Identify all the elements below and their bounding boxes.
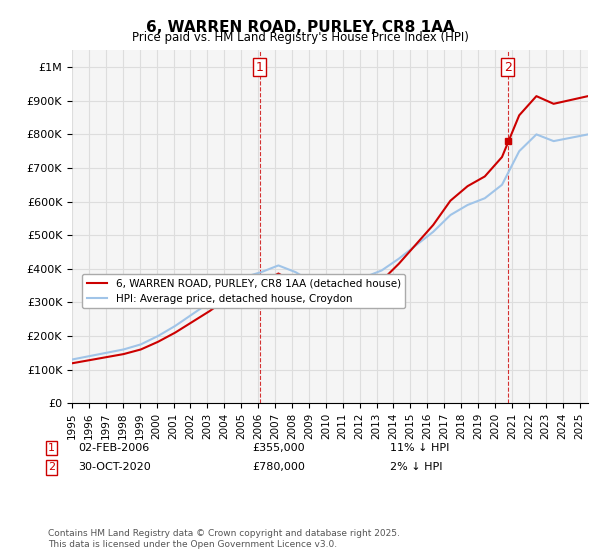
Text: 2: 2 bbox=[48, 463, 55, 473]
Text: Contains HM Land Registry data © Crown copyright and database right 2025.
This d: Contains HM Land Registry data © Crown c… bbox=[48, 529, 400, 549]
Legend: 6, WARREN ROAD, PURLEY, CR8 1AA (detached house), HPI: Average price, detached h: 6, WARREN ROAD, PURLEY, CR8 1AA (detache… bbox=[82, 274, 405, 308]
Text: 30-OCT-2020: 30-OCT-2020 bbox=[78, 463, 151, 473]
Text: £780,000: £780,000 bbox=[252, 463, 305, 473]
Text: 2% ↓ HPI: 2% ↓ HPI bbox=[390, 463, 443, 473]
Text: 11% ↓ HPI: 11% ↓ HPI bbox=[390, 443, 449, 453]
Text: 02-FEB-2006: 02-FEB-2006 bbox=[78, 443, 149, 453]
Text: 1: 1 bbox=[48, 443, 55, 453]
Text: 2: 2 bbox=[504, 61, 512, 74]
Text: Price paid vs. HM Land Registry's House Price Index (HPI): Price paid vs. HM Land Registry's House … bbox=[131, 31, 469, 44]
Text: 1: 1 bbox=[256, 61, 263, 74]
Text: 6, WARREN ROAD, PURLEY, CR8 1AA: 6, WARREN ROAD, PURLEY, CR8 1AA bbox=[146, 20, 454, 35]
Text: £355,000: £355,000 bbox=[252, 443, 305, 453]
